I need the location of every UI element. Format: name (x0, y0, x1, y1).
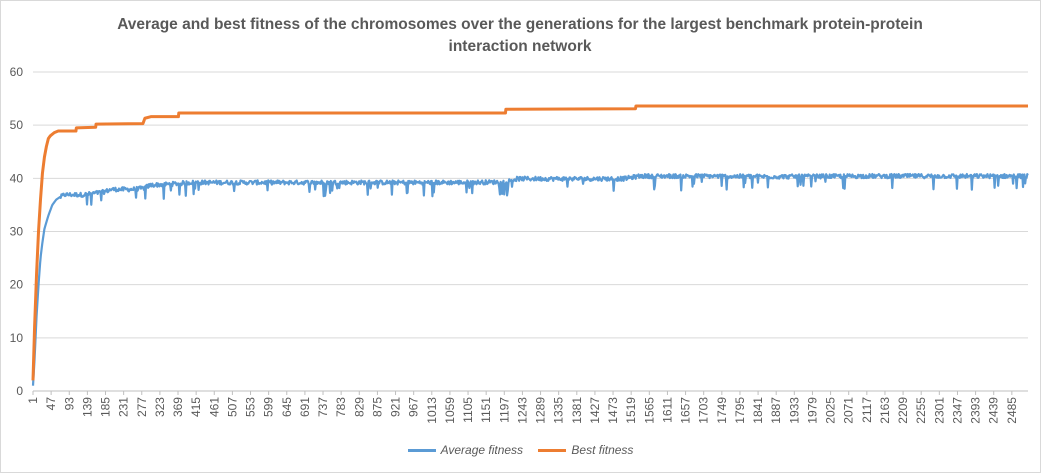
x-tick-label: 2301 (932, 397, 946, 424)
x-tick-label: 415 (189, 397, 203, 417)
x-tick-label: 2255 (914, 397, 928, 424)
x-tick-label: 1473 (606, 397, 620, 424)
x-tick-label: 1887 (769, 397, 783, 424)
x-tick-label: 645 (280, 397, 294, 417)
legend-swatch-average (407, 449, 436, 453)
x-tick-label: 2209 (896, 397, 910, 424)
x-tick-label: 1933 (787, 397, 801, 424)
x-tick-label: 2163 (878, 397, 892, 424)
x-tick-label: 1795 (733, 397, 747, 424)
x-tick-label: 1381 (570, 397, 584, 424)
x-tick-label: 1979 (805, 397, 819, 424)
x-tick-label: 1289 (534, 397, 548, 424)
x-tick-label: 47 (44, 397, 58, 411)
x-tick-label: 2117 (860, 397, 874, 423)
x-tick-label: 783 (334, 397, 348, 417)
x-tick-label: 2025 (824, 397, 838, 424)
legend-label-average: Average fitness (440, 443, 524, 457)
chart-title: Average and best fitness of the chromoso… (117, 16, 923, 55)
x-tick-label: 2485 (1005, 397, 1019, 424)
series-line-best-fitness (31, 104, 1028, 381)
y-tick-label: 20 (10, 278, 24, 292)
x-tick-label: 1197 (497, 397, 511, 423)
x-tick-label: 323 (153, 397, 167, 417)
x-tick-label: 1151 (479, 397, 493, 423)
y-tick-label: 50 (10, 118, 24, 132)
y-tick-label: 10 (10, 331, 24, 345)
x-tick-label: 1519 (624, 397, 638, 424)
x-tick-label: 1013 (425, 397, 439, 424)
x-tick-label: 1427 (588, 397, 602, 424)
x-tick-label: 1841 (751, 397, 765, 424)
x-tick-label: 1105 (461, 397, 475, 423)
x-tick-label: 967 (407, 397, 421, 417)
x-tick-label: 1749 (715, 397, 729, 424)
y-axis-ticks: 0 10 20 30 40 50 60 (10, 65, 24, 398)
series-line-average-fitness (31, 172, 1029, 386)
x-tick-label: 93 (62, 397, 76, 411)
x-tick-label: 2393 (969, 397, 983, 424)
x-tick-label: 2071 (842, 397, 856, 424)
x-tick-label: 461 (207, 397, 221, 417)
x-tick-label: 1611 (660, 397, 674, 423)
x-tick-label: 599 (262, 397, 276, 417)
x-tick-label: 691 (298, 397, 312, 417)
y-tick-label: 30 (10, 225, 24, 239)
y-tick-label: 0 (16, 384, 23, 398)
x-tick-label: 2347 (950, 397, 964, 424)
x-tick-label: 1243 (515, 397, 529, 424)
legend-item-best: Best fitness (538, 443, 633, 457)
x-tick-label: 553 (244, 397, 258, 417)
x-tick-label: 1 (26, 397, 40, 404)
x-tick-label: 507 (225, 397, 239, 417)
y-tick-label: 60 (10, 65, 24, 79)
x-tick-label: 369 (171, 397, 185, 417)
x-tick-label: 1335 (552, 397, 566, 424)
x-tick-label: 1657 (679, 397, 693, 424)
y-tick-label: 40 (10, 171, 24, 185)
x-tick-label: 185 (99, 397, 113, 417)
x-tick-label: 1703 (697, 397, 711, 424)
x-tick-label: 921 (389, 397, 403, 417)
x-axis-ticks: 1 47 93 139 185 231 277 323 369 415 461 507 553 599 64… (26, 391, 1019, 424)
x-tick-label: 1059 (443, 397, 457, 424)
x-tick-label: 1565 (642, 397, 656, 424)
legend: Average fitness Best fitness (0, 443, 1041, 457)
x-tick-label: 139 (80, 397, 94, 417)
x-tick-label: 875 (370, 397, 384, 417)
x-tick-label: 829 (352, 397, 366, 417)
legend-label-best: Best fitness (571, 443, 634, 457)
x-tick-label: 2439 (987, 397, 1001, 424)
series-group (31, 104, 1029, 386)
x-tick-label: 231 (117, 397, 131, 417)
gridlines (33, 71, 1028, 392)
legend-item-average: Average fitness (407, 443, 524, 457)
x-tick-label: 737 (316, 397, 330, 417)
x-tick-label: 277 (135, 397, 149, 417)
legend-swatch-best (538, 449, 567, 453)
